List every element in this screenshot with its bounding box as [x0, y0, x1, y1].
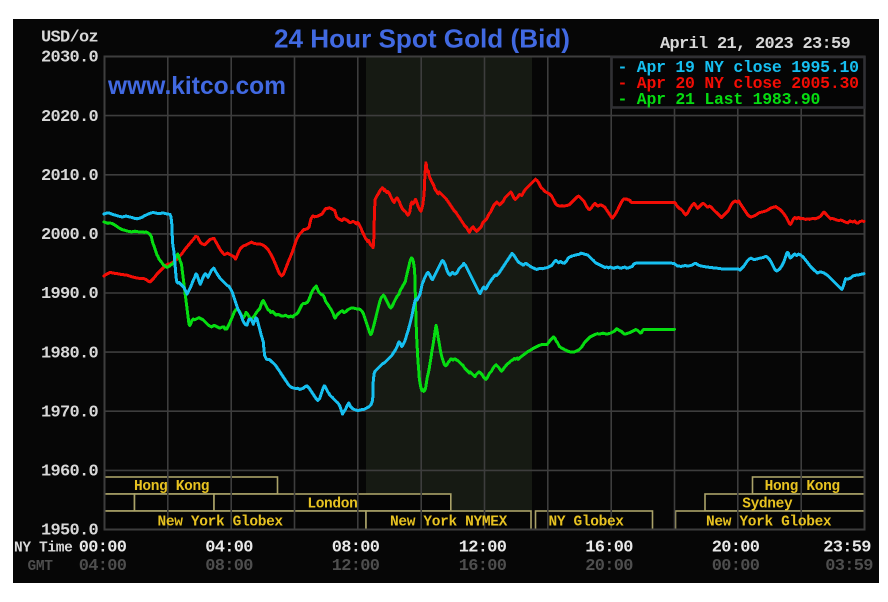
svg-text:16:00: 16:00 — [585, 539, 633, 558]
svg-text:1950.0: 1950.0 — [41, 522, 99, 541]
svg-text:00:00: 00:00 — [712, 557, 760, 576]
svg-text:04:00: 04:00 — [205, 539, 253, 558]
svg-text:New York Globex: New York Globex — [158, 515, 284, 531]
svg-text:08:00: 08:00 — [332, 539, 380, 558]
svg-text:03:59: 03:59 — [825, 557, 873, 576]
svg-text:2020.0: 2020.0 — [41, 108, 99, 127]
svg-text:NY Time: NY Time — [14, 541, 72, 557]
svg-text:1990.0: 1990.0 — [41, 285, 99, 304]
svg-text:20:00: 20:00 — [585, 557, 633, 576]
svg-text:12:00: 12:00 — [332, 557, 380, 576]
svg-text:2000.0: 2000.0 — [41, 226, 99, 245]
svg-text:- Apr 20 NY close 2005.30: - Apr 20 NY close 2005.30 — [618, 74, 859, 93]
svg-text:1960.0: 1960.0 — [41, 463, 99, 482]
svg-text:16:00: 16:00 — [459, 557, 507, 576]
svg-text:Hong Kong: Hong Kong — [134, 479, 209, 495]
svg-text:NY Globex: NY Globex — [549, 515, 625, 531]
svg-text:Sydney: Sydney — [742, 497, 793, 513]
svg-text:www.kitco.com: www.kitco.com — [107, 72, 286, 100]
svg-text:00:00: 00:00 — [79, 539, 127, 558]
svg-text:April 21, 2023 23:59: April 21, 2023 23:59 — [660, 35, 851, 54]
svg-text:- Apr 21 Last 1983.90: - Apr 21 Last 1983.90 — [618, 90, 821, 109]
svg-text:Hong Kong: Hong Kong — [765, 479, 840, 495]
svg-text:2010.0: 2010.0 — [41, 167, 99, 186]
svg-text:New York NYMEX: New York NYMEX — [390, 515, 508, 531]
svg-text:24 Hour Spot Gold (Bid): 24 Hour Spot Gold (Bid) — [274, 24, 570, 54]
svg-text:- Apr 19 NY close 1995.10: - Apr 19 NY close 1995.10 — [618, 58, 859, 77]
svg-text:20:00: 20:00 — [712, 539, 760, 558]
svg-text:2030.0: 2030.0 — [41, 49, 99, 68]
svg-text:London: London — [307, 497, 357, 513]
svg-text:GMT: GMT — [28, 559, 54, 575]
svg-text:08:00: 08:00 — [205, 557, 253, 576]
svg-text:23:59: 23:59 — [823, 539, 871, 558]
svg-text:1980.0: 1980.0 — [41, 344, 99, 363]
svg-text:04:00: 04:00 — [79, 557, 127, 576]
svg-text:12:00: 12:00 — [459, 539, 507, 558]
svg-text:1970.0: 1970.0 — [41, 403, 99, 422]
svg-text:USD/oz: USD/oz — [41, 29, 98, 48]
svg-text:New York Globex: New York Globex — [706, 515, 832, 531]
